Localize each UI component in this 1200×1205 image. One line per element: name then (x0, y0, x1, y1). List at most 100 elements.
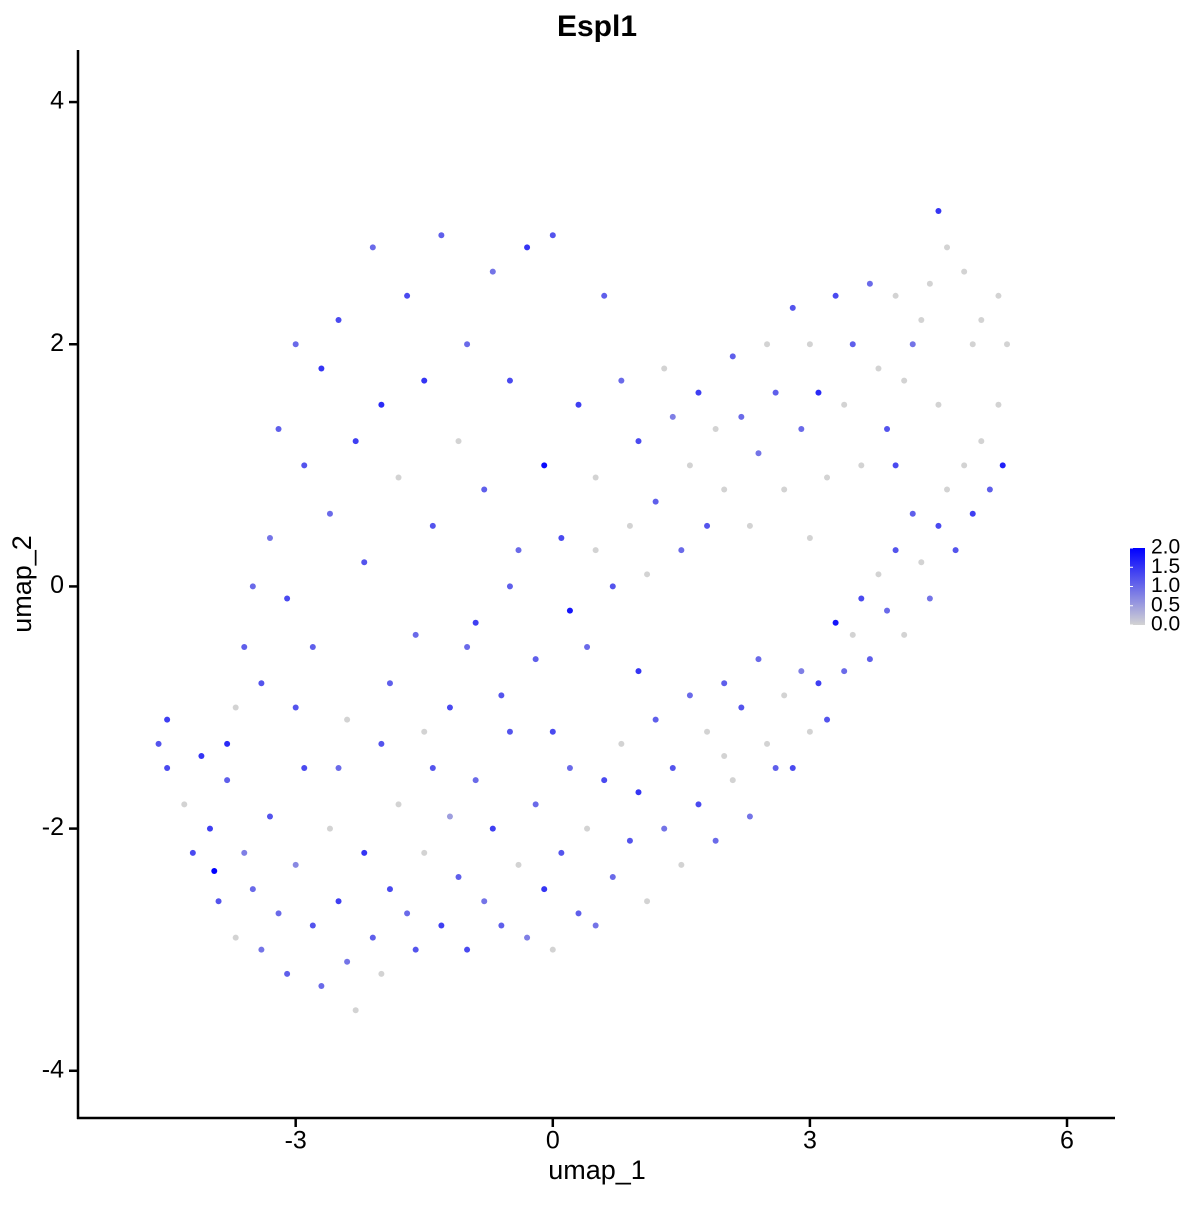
point (541, 886, 548, 893)
point (841, 668, 848, 675)
point (241, 849, 248, 856)
point (858, 462, 865, 469)
point (549, 728, 556, 735)
point (284, 970, 291, 977)
point (326, 510, 333, 517)
point (721, 752, 728, 759)
point (309, 922, 316, 929)
point (789, 304, 796, 311)
point (635, 668, 642, 675)
point (232, 934, 239, 941)
point (721, 680, 728, 687)
point (429, 522, 436, 529)
point (669, 413, 676, 420)
point (849, 341, 856, 348)
point (292, 704, 299, 711)
point (309, 643, 316, 650)
point (404, 292, 411, 299)
point (866, 656, 873, 663)
point (926, 280, 933, 287)
point (472, 777, 479, 784)
point (455, 874, 462, 881)
point (164, 716, 171, 723)
point (215, 898, 222, 905)
point (738, 413, 745, 420)
point (995, 292, 1002, 299)
point (926, 595, 933, 602)
point (798, 668, 805, 675)
point (318, 983, 325, 990)
chart-title: Espl1 (557, 10, 637, 43)
point (832, 619, 839, 626)
point (918, 317, 925, 324)
point (695, 389, 702, 396)
point (704, 522, 711, 529)
point (532, 801, 539, 808)
point (498, 922, 505, 929)
point (789, 765, 796, 772)
point (318, 365, 325, 372)
point (729, 353, 736, 360)
point (626, 837, 633, 844)
point (481, 486, 488, 493)
point (592, 922, 599, 929)
point (815, 680, 822, 687)
point (292, 861, 299, 868)
y-tick-label: -4 (42, 1055, 64, 1083)
point (892, 292, 899, 299)
point (866, 280, 873, 287)
point (944, 486, 951, 493)
point (506, 728, 513, 735)
point (609, 874, 616, 881)
point (909, 341, 916, 348)
point (198, 752, 205, 759)
point (412, 946, 419, 953)
point (601, 292, 608, 299)
point (258, 946, 265, 953)
point (498, 692, 505, 699)
point (395, 474, 402, 481)
point (464, 341, 471, 348)
point (686, 692, 693, 699)
point (164, 765, 171, 772)
y-axis-label: umap_2 (7, 535, 37, 633)
point (601, 777, 608, 784)
point (249, 886, 256, 893)
point (455, 438, 462, 445)
point (558, 849, 565, 856)
point (361, 559, 368, 566)
point (429, 765, 436, 772)
point (1004, 341, 1011, 348)
point (969, 341, 976, 348)
point (995, 401, 1002, 408)
point (566, 607, 573, 614)
point (626, 522, 633, 529)
point (892, 462, 899, 469)
point (481, 898, 488, 905)
colorbar-tick-label: 0.0 (1151, 613, 1180, 636)
point (661, 825, 668, 832)
point (592, 547, 599, 554)
point (806, 341, 813, 348)
point (266, 813, 273, 820)
point (755, 656, 762, 663)
point (738, 704, 745, 711)
point (284, 595, 291, 602)
point (541, 462, 548, 469)
point (841, 401, 848, 408)
point (412, 631, 419, 638)
x-tick-label: 3 (803, 1127, 817, 1155)
point (369, 934, 376, 941)
point (549, 232, 556, 239)
point (378, 401, 385, 408)
point (764, 341, 771, 348)
point (446, 813, 453, 820)
point (275, 910, 282, 917)
point (961, 268, 968, 275)
point (935, 208, 942, 215)
point (832, 292, 839, 299)
point (301, 765, 308, 772)
point (609, 583, 616, 590)
point (584, 643, 591, 650)
colorbar-tick-label: 1.0 (1151, 574, 1180, 597)
